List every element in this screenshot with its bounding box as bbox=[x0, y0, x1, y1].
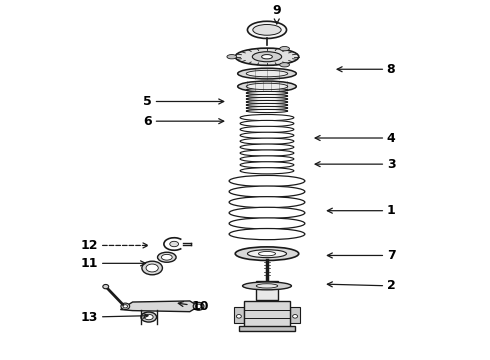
Ellipse shape bbox=[246, 103, 288, 107]
Ellipse shape bbox=[240, 162, 294, 168]
Ellipse shape bbox=[246, 98, 288, 100]
Text: 13: 13 bbox=[81, 311, 148, 324]
Ellipse shape bbox=[229, 218, 305, 229]
Ellipse shape bbox=[240, 120, 294, 127]
Bar bbox=[244, 301, 290, 327]
Ellipse shape bbox=[229, 197, 305, 208]
Ellipse shape bbox=[240, 114, 294, 121]
Ellipse shape bbox=[141, 312, 157, 322]
Text: 10: 10 bbox=[178, 300, 209, 313]
Text: 8: 8 bbox=[337, 63, 395, 76]
Ellipse shape bbox=[227, 55, 237, 59]
Bar bbox=[239, 326, 295, 331]
Text: 4: 4 bbox=[315, 131, 395, 144]
Ellipse shape bbox=[240, 138, 294, 144]
Ellipse shape bbox=[280, 46, 290, 51]
Text: 12: 12 bbox=[81, 239, 148, 252]
Ellipse shape bbox=[256, 284, 278, 288]
Bar bbox=[234, 307, 244, 324]
Ellipse shape bbox=[252, 52, 282, 62]
Ellipse shape bbox=[103, 284, 109, 289]
Ellipse shape bbox=[247, 250, 287, 258]
Ellipse shape bbox=[229, 186, 305, 197]
Ellipse shape bbox=[240, 132, 294, 139]
Bar bbox=[290, 307, 300, 324]
Ellipse shape bbox=[253, 24, 281, 35]
Ellipse shape bbox=[246, 89, 288, 91]
Ellipse shape bbox=[170, 241, 178, 247]
Ellipse shape bbox=[246, 70, 288, 77]
Text: 6: 6 bbox=[144, 115, 224, 128]
Text: 9: 9 bbox=[272, 4, 281, 24]
Ellipse shape bbox=[161, 255, 172, 260]
Ellipse shape bbox=[262, 55, 272, 59]
Ellipse shape bbox=[146, 264, 158, 272]
Ellipse shape bbox=[243, 282, 292, 290]
Ellipse shape bbox=[240, 150, 294, 156]
Ellipse shape bbox=[121, 303, 130, 310]
Ellipse shape bbox=[246, 94, 288, 98]
Text: 11: 11 bbox=[81, 257, 146, 270]
Ellipse shape bbox=[293, 315, 297, 318]
Ellipse shape bbox=[240, 156, 294, 162]
Ellipse shape bbox=[246, 107, 288, 109]
Ellipse shape bbox=[240, 144, 294, 150]
Polygon shape bbox=[121, 301, 198, 312]
Ellipse shape bbox=[237, 315, 242, 318]
Ellipse shape bbox=[238, 68, 296, 79]
Ellipse shape bbox=[123, 305, 127, 308]
Ellipse shape bbox=[238, 81, 296, 92]
Ellipse shape bbox=[246, 91, 288, 95]
Ellipse shape bbox=[193, 302, 204, 310]
Ellipse shape bbox=[280, 63, 290, 67]
Ellipse shape bbox=[235, 48, 299, 65]
Ellipse shape bbox=[246, 100, 288, 104]
Ellipse shape bbox=[246, 83, 288, 90]
Text: 3: 3 bbox=[315, 158, 395, 171]
Ellipse shape bbox=[258, 252, 275, 256]
Ellipse shape bbox=[235, 247, 299, 261]
Ellipse shape bbox=[196, 304, 201, 309]
Ellipse shape bbox=[142, 261, 162, 275]
Ellipse shape bbox=[246, 109, 288, 113]
Bar bbox=[256, 281, 278, 300]
Ellipse shape bbox=[240, 126, 294, 132]
Ellipse shape bbox=[145, 314, 153, 320]
Text: 5: 5 bbox=[144, 95, 224, 108]
Ellipse shape bbox=[229, 175, 305, 186]
Text: 7: 7 bbox=[327, 249, 395, 262]
Ellipse shape bbox=[240, 168, 294, 174]
Ellipse shape bbox=[229, 229, 305, 240]
Ellipse shape bbox=[158, 252, 176, 262]
Ellipse shape bbox=[247, 21, 287, 39]
Ellipse shape bbox=[229, 207, 305, 219]
Text: 1: 1 bbox=[327, 204, 395, 217]
Text: 2: 2 bbox=[327, 279, 395, 292]
